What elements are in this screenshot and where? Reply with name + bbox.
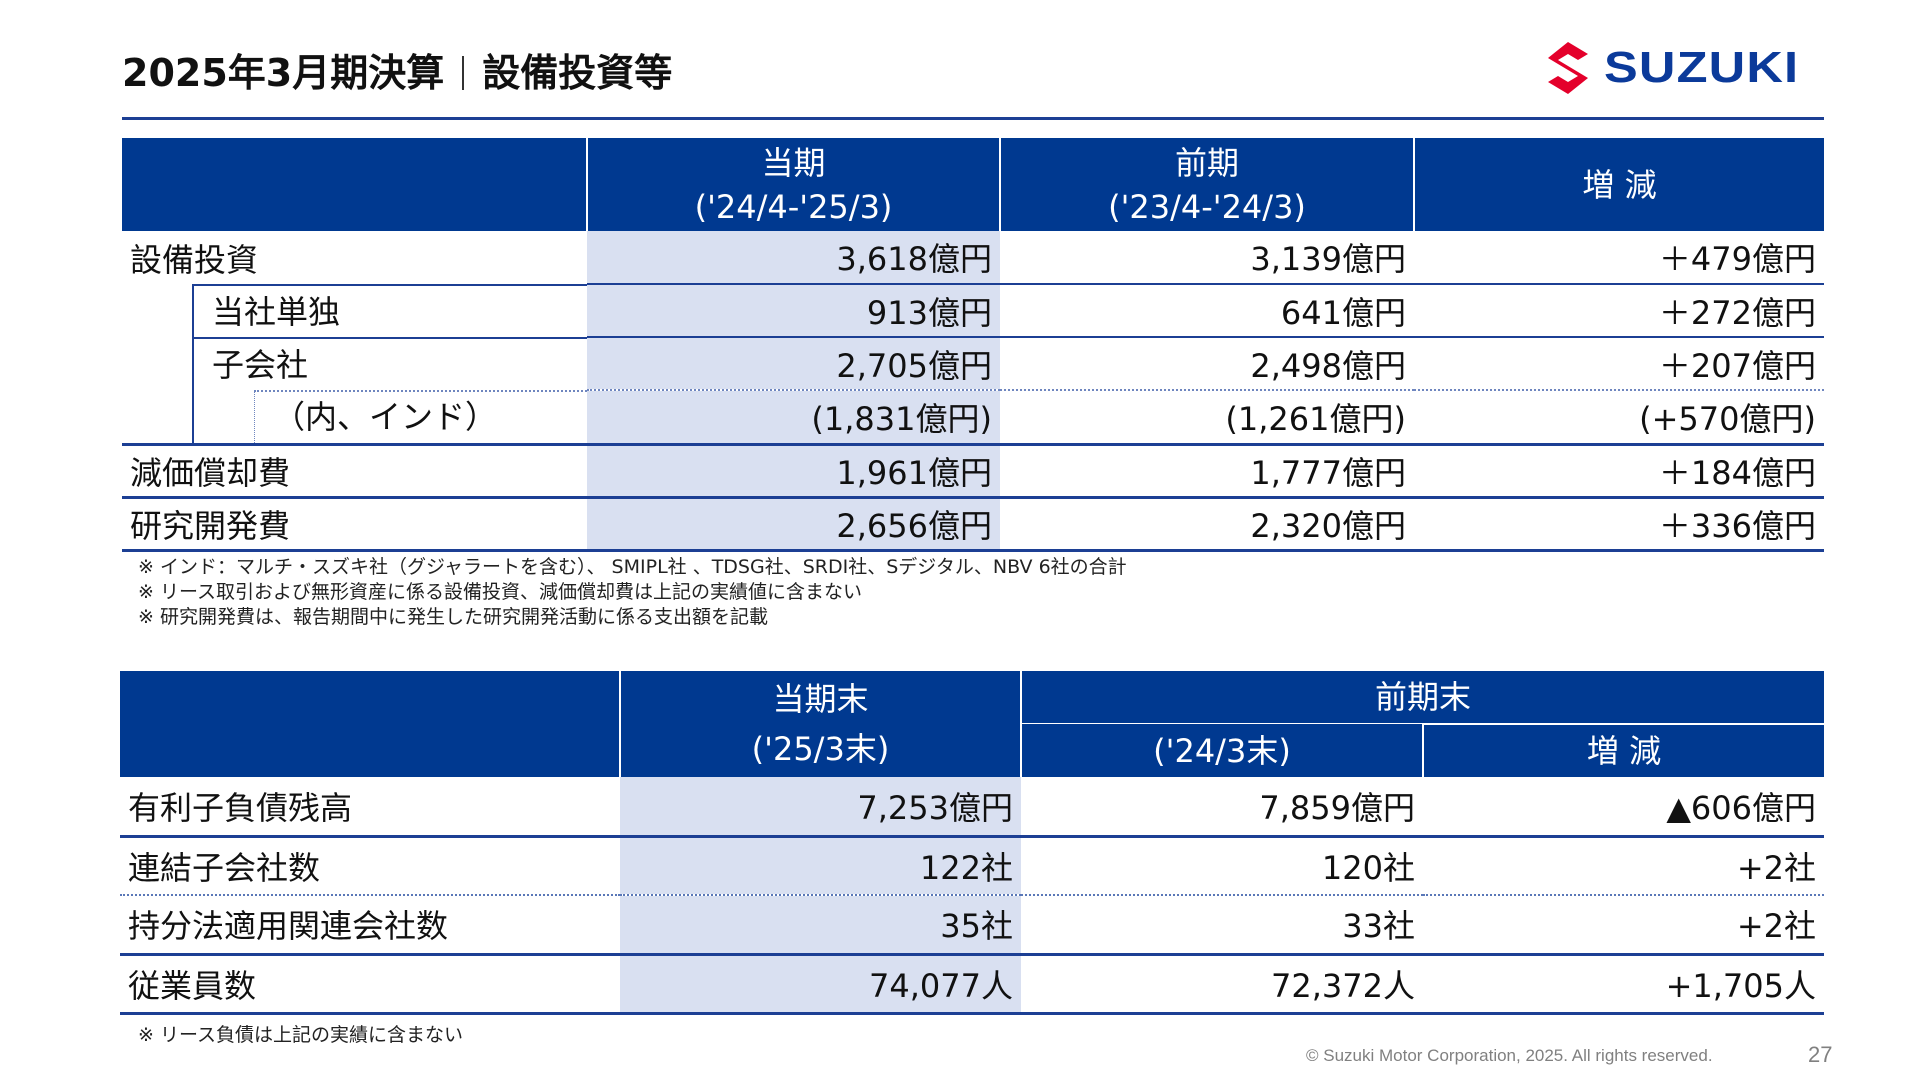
table-row: 設備投資 3,618億円 3,139億円 ＋479億円 [122,231,1824,284]
copyright: © Suzuki Motor Corporation, 2025. All ri… [1306,1046,1713,1065]
header-current-end: 当期末 ('25/3末) [619,671,1021,777]
row-label: 減価償却費 [122,443,587,498]
title-separator [462,56,465,90]
change-value: ▲606億円 [1423,777,1825,838]
capex-header-row: 当期 ('24/4-'25/3) 前期 ('23/4-'24/3) 増 減 [122,138,1824,231]
current-value: (1,831億円) [587,389,1000,445]
change-value: ＋336億円 [1414,496,1824,552]
page-number: 27 [1808,1042,1833,1067]
change-value: +1,705人 [1423,954,1825,1015]
indent-guide: （内、インド） [192,390,587,443]
change-value: ＋479億円 [1658,240,1816,278]
current-value: 913億円 [587,283,1000,337]
row-label: 従業員数 [120,954,620,1015]
suzuki-logo: SUZUKI [1540,40,1820,96]
current-value: 74,077人 [620,954,1021,1015]
header-divider [122,117,1824,120]
row-label-cell: 当社単独 [122,284,587,337]
suzuki-s-icon [1548,42,1588,94]
balance-note: ※ リース負債は上記の実績に含まない [138,1024,464,1046]
change-value: ＋207億円 [1414,336,1824,390]
table-row: 当社単独 913億円 641億円 ＋272億円 [122,283,1824,337]
row-label-cell: 子会社 [122,337,587,390]
row-label: 有利子負債残高 [120,777,620,838]
table-row: 減価償却費 1,961億円 1,777億円 ＋184億円 [122,443,1824,498]
note-lease: ※ リース取引および無形資産に係る設備投資、減価償却費は上記の実績値に含まない [138,581,863,603]
header-current-period: 当期 ('24/4-'25/3) [586,138,1000,231]
row-label-cell: （内、インド） [122,390,587,445]
previous-value: (1,261億円) [1000,389,1414,445]
header-previous-period: 前期 ('23/4-'24/3) [999,138,1414,231]
balance-table: 当期末 ('25/3末) 前期末 ('24/3末) 増 減 有利子負債残高 7,… [120,671,1825,1015]
change-value: +2社 [1423,836,1825,896]
previous-value: 3,139億円 [1250,240,1406,278]
current-value: 2,705億円 [587,336,1000,390]
table-row: （内、インド） (1,831億円) (1,261億円) (+570億円) [122,389,1824,445]
header-previous-end-group: 前期末 [1019,671,1825,724]
previous-value: 641億円 [1000,283,1414,337]
current-value: 1,961億円 [587,443,1000,498]
previous-value: 7,859億円 [1021,777,1423,838]
header-empty [120,671,620,777]
balance-header-row-2: ('24/3末) 増 減 [120,723,1825,777]
current-value: 35社 [620,895,1021,956]
table-row: 研究開発費 2,656億円 2,320億円 ＋336億円 [122,496,1824,552]
table-row: 従業員数 74,077人 72,372人 +1,705人 [120,954,1825,1015]
title-sub: 設備投資等 [482,51,673,95]
row-label: 子会社 [192,337,587,390]
change-value: +2社 [1423,895,1825,956]
capex-table: 当期 ('24/4-'25/3) 前期 ('23/4-'24/3) 増 減 設備… [122,138,1824,552]
previous-value: 72,372人 [1021,954,1423,1015]
previous-value: 2,320億円 [1000,496,1414,552]
change-value: ＋272億円 [1414,283,1824,337]
previous-value: 2,498億円 [1000,336,1414,390]
row-label: （内、インド） [254,390,587,443]
table-row: 連結子会社数 122社 120社 +2社 [120,836,1825,896]
balance-header-row-1: 当期末 ('25/3末) 前期末 [120,671,1825,777]
current-value: 3,618億円 [587,231,1000,284]
header-change: 増 減 [1413,138,1824,231]
page-title: 2025年3月期決算 設備投資等 [122,42,672,97]
header-previous-end: ('24/3末) [1020,724,1423,777]
note-rnd: ※ 研究開発費は、報告期間中に発生した研究開発活動に係る支出額を記載 [138,606,768,628]
previous-value: 120社 [1021,836,1423,896]
current-value: 122社 [620,836,1021,896]
current-value: 2,656億円 [587,496,1000,552]
logo-wordmark: SUZUKI [1604,43,1800,92]
row-label: 設備投資 [130,240,259,279]
note-india: ※ インド：マルチ・スズキ社（グジャラートを含む）、 SMIPL社 、TDSG社… [138,556,1127,578]
change-value: ＋184億円 [1414,443,1824,498]
row-label: 研究開発費 [122,496,587,552]
row-label: 持分法適用関連会社数 [120,895,620,956]
header-change: 増 減 [1421,723,1825,777]
table-row: 子会社 2,705億円 2,498億円 ＋207億円 [122,336,1824,390]
row-label: 当社単独 [192,284,587,337]
table-row: 有利子負債残高 7,253億円 7,859億円 ▲606億円 [120,777,1825,838]
change-value: (+570億円) [1414,389,1824,445]
header-empty [122,138,587,231]
row-label: 連結子会社数 [120,836,620,896]
previous-value: 1,777億円 [1000,443,1414,498]
table-row: 持分法適用関連会社数 35社 33社 +2社 [120,895,1825,956]
capex-notes: ※ インド：マルチ・スズキ社（グジャラートを含む）、 SMIPL社 、TDSG社… [138,555,1127,630]
previous-value: 33社 [1021,895,1423,956]
title-main: 2025年3月期決算 [122,51,445,95]
current-value: 7,253億円 [620,777,1021,838]
